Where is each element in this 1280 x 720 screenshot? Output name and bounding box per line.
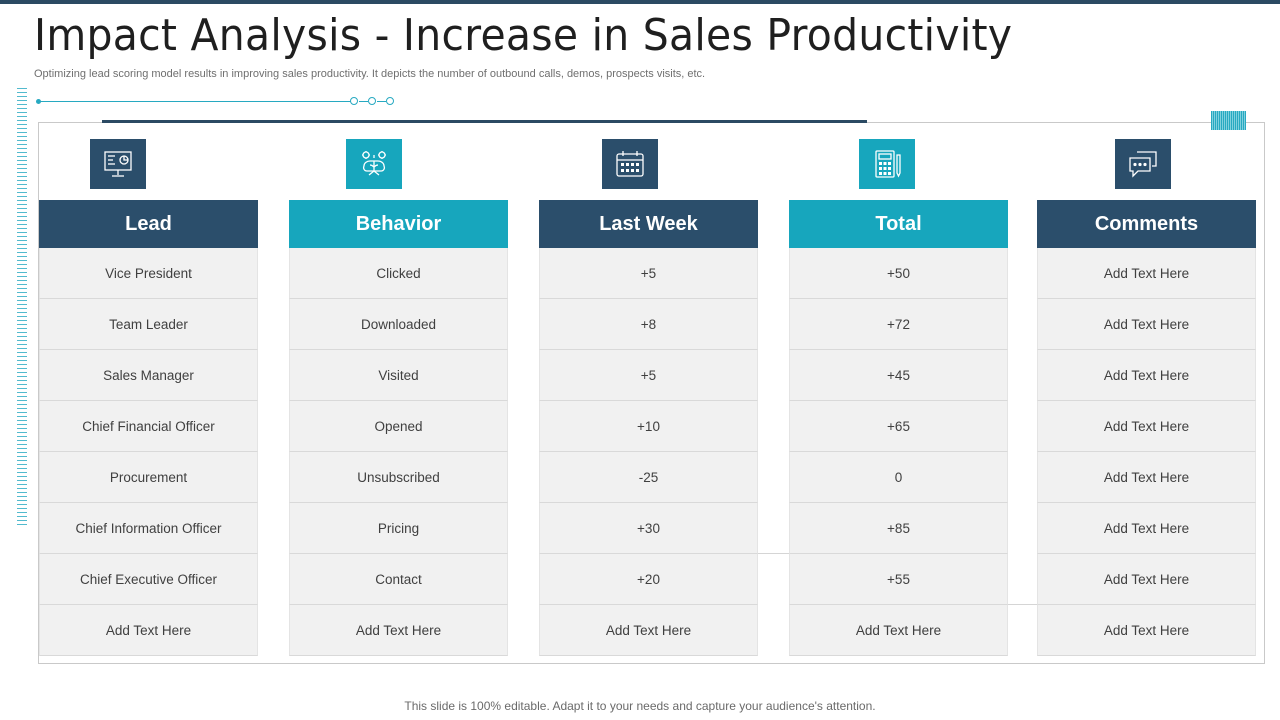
table-cell: +10	[539, 401, 758, 452]
table-cell: Add Text Here	[289, 605, 508, 656]
slide-subtitle: Optimizing lead scoring model results in…	[34, 68, 706, 80]
behavior-column: Behavior Clicked Downloaded Visited Open…	[289, 200, 508, 656]
table-cell: Team Leader	[39, 299, 258, 350]
divider	[758, 553, 789, 554]
table-cell: Visited	[289, 350, 508, 401]
table-cell: +50	[789, 248, 1008, 299]
table-cell: Pricing	[289, 503, 508, 554]
table-cell: Add Text Here	[539, 605, 758, 656]
table-cell: Downloaded	[289, 299, 508, 350]
table-cell: +8	[539, 299, 758, 350]
table-cell: Add Text Here	[1037, 248, 1256, 299]
table-cell: Unsubscribed	[289, 452, 508, 503]
table-cell: Procurement	[39, 452, 258, 503]
decorative-stripes	[17, 88, 27, 526]
column-header: Comments	[1037, 200, 1256, 248]
lead-column: Lead Vice President Team Leader Sales Ma…	[39, 200, 258, 656]
table-cell: Add Text Here	[789, 605, 1008, 656]
corner-decoration	[1211, 111, 1246, 130]
table-cell: Chief Financial Officer	[39, 401, 258, 452]
brain-gears-icon	[346, 139, 402, 189]
table-cell: Chief Information Officer	[39, 503, 258, 554]
column-header: Total	[789, 200, 1008, 248]
table-cell: +55	[789, 554, 1008, 605]
top-accent-bar	[0, 0, 1280, 4]
column-header: Lead	[39, 200, 258, 248]
table-cell: -25	[539, 452, 758, 503]
table-cell: +72	[789, 299, 1008, 350]
table-cell: Add Text Here	[1037, 350, 1256, 401]
table-cell: Add Text Here	[1037, 299, 1256, 350]
table-cell: Add Text Here	[1037, 452, 1256, 503]
calendar-icon	[602, 139, 658, 189]
table-cell: +65	[789, 401, 1008, 452]
table-cell: +5	[539, 350, 758, 401]
calculator-icon	[859, 139, 915, 189]
table-cell: Contact	[289, 554, 508, 605]
frame-accent-bar	[102, 120, 867, 123]
total-column: Total +50 +72 +45 +65 0 +85 +55 Add Text…	[789, 200, 1008, 656]
column-header: Last Week	[539, 200, 758, 248]
table-cell: 0	[789, 452, 1008, 503]
table-cell: Chief Executive Officer	[39, 554, 258, 605]
comments-column: Comments Add Text Here Add Text Here Add…	[1037, 200, 1256, 656]
table-cell: +30	[539, 503, 758, 554]
last-week-column: Last Week +5 +8 +5 +10 -25 +30 +20 Add T…	[539, 200, 758, 656]
footer-note: This slide is 100% editable. Adapt it to…	[404, 699, 876, 713]
table-cell: +20	[539, 554, 758, 605]
table-cell: +5	[539, 248, 758, 299]
presentation-board-icon	[90, 139, 146, 189]
column-header: Behavior	[289, 200, 508, 248]
table-cell: Add Text Here	[1037, 605, 1256, 656]
table-cell: +45	[789, 350, 1008, 401]
slide-title: Impact Analysis - Increase in Sales Prod…	[34, 10, 1013, 61]
table-cell: Clicked	[289, 248, 508, 299]
table-cell: Add Text Here	[39, 605, 258, 656]
divider	[1008, 604, 1037, 605]
table-cell: Add Text Here	[1037, 554, 1256, 605]
chat-bubbles-icon	[1115, 139, 1171, 189]
table-cell: Add Text Here	[1037, 503, 1256, 554]
table-cell: +85	[789, 503, 1008, 554]
table-cell: Sales Manager	[39, 350, 258, 401]
decorative-line	[36, 97, 394, 105]
table-cell: Opened	[289, 401, 508, 452]
table-cell: Vice President	[39, 248, 258, 299]
table-cell: Add Text Here	[1037, 401, 1256, 452]
